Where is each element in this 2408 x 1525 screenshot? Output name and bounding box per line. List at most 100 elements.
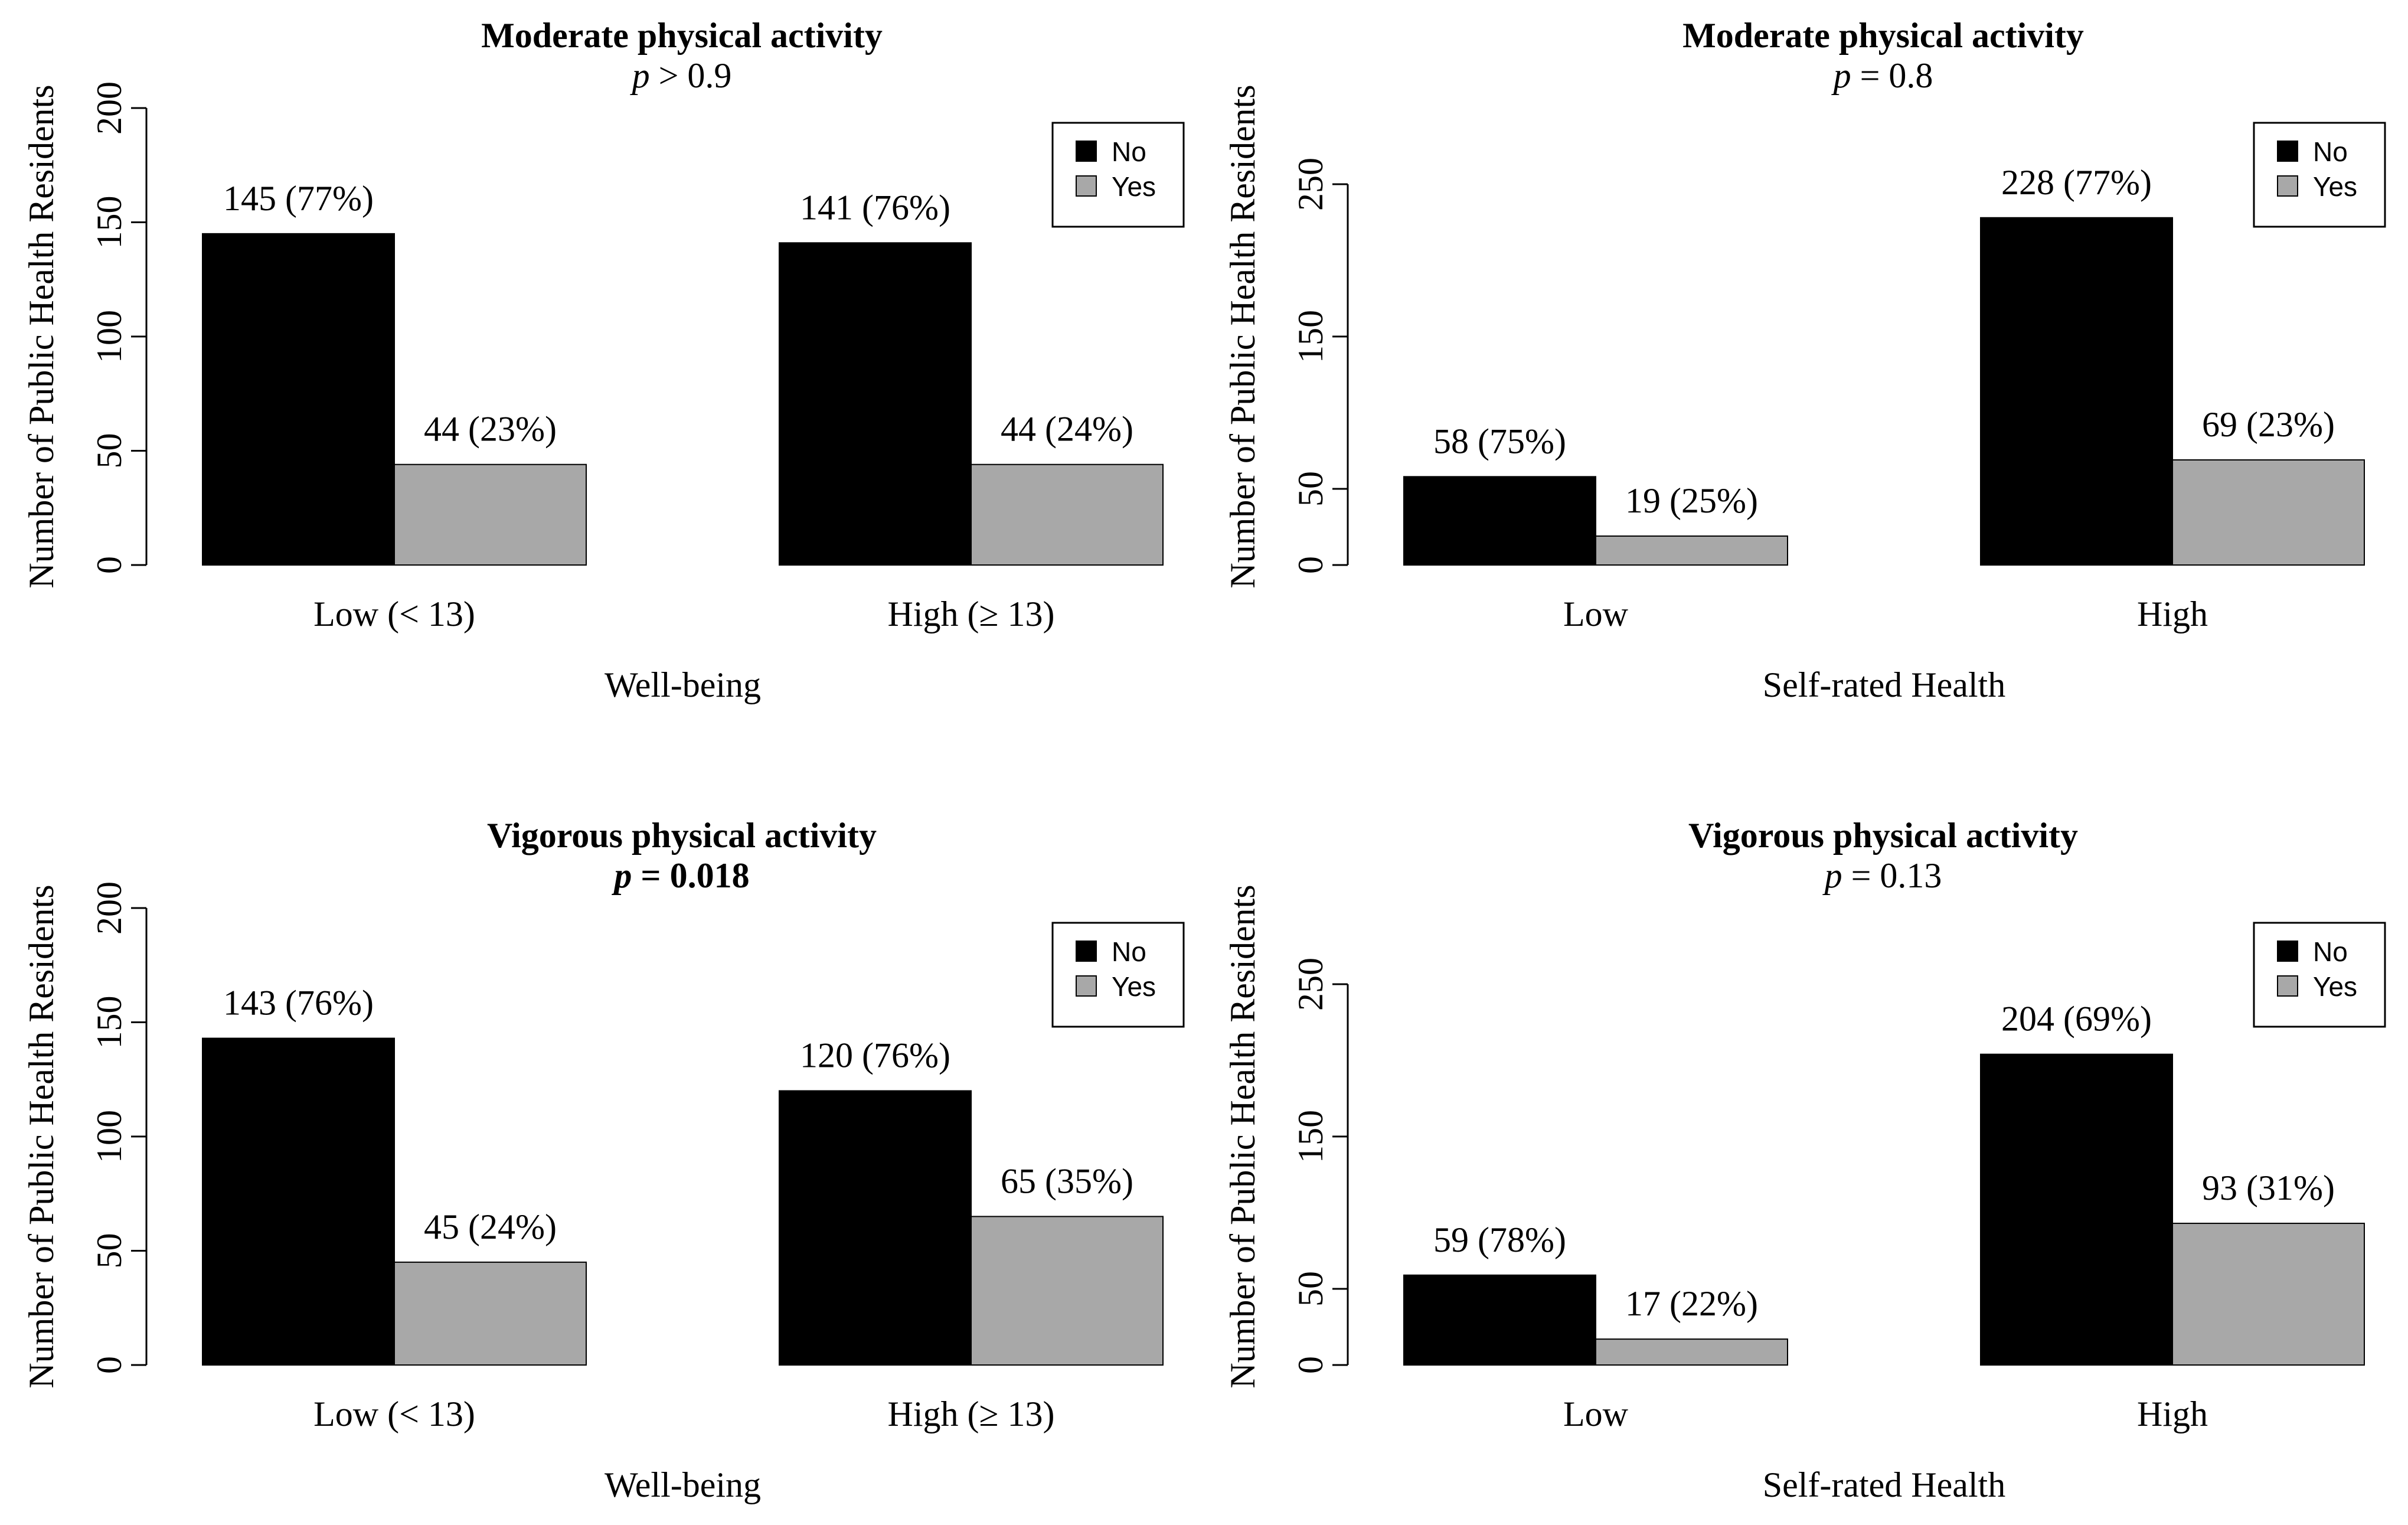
- legend-box: [1051, 922, 1185, 1028]
- bar-yes: [1595, 1338, 1788, 1366]
- bar-data-label: 141 (76%): [800, 188, 950, 227]
- bar-no: [1980, 217, 2173, 566]
- legend-box: [2253, 922, 2386, 1028]
- bar-yes: [2172, 1223, 2365, 1366]
- y-axis-label: Number of Public Health Residents: [22, 884, 61, 1388]
- p-value: p > 0.9: [630, 56, 732, 95]
- legend-label: Yes: [2313, 171, 2357, 202]
- chart-title: Moderate physical activity: [1682, 16, 2084, 55]
- p-symbol: p: [1831, 56, 1851, 95]
- p-value-text: = 0.8: [1860, 56, 1933, 95]
- bar-no: [1403, 476, 1596, 566]
- legend-box: [1051, 122, 1185, 228]
- p-space: [632, 856, 641, 895]
- legend-swatch-no: [1076, 941, 1097, 962]
- y-tick-label: 200: [90, 881, 129, 935]
- y-tick-label: 50: [1291, 471, 1330, 507]
- y-axis-label: Number of Public Health Residents: [1223, 884, 1262, 1388]
- p-value-text: = 0.13: [1851, 856, 1942, 895]
- bar-data-label: 17 (22%): [1625, 1284, 1758, 1323]
- bar-data-label: 228 (77%): [2001, 163, 2152, 202]
- legend-swatch-yes: [1076, 175, 1097, 197]
- legend-label: No: [1112, 936, 1146, 967]
- y-tick-label: 100: [90, 310, 129, 363]
- bar-yes: [394, 463, 587, 566]
- x-axis-label: Well-being: [605, 1465, 761, 1504]
- p-space: [650, 56, 659, 95]
- category-label: High (≥ 13): [888, 595, 1055, 633]
- bar-data-label: 145 (77%): [223, 179, 374, 218]
- p-value: p = 0.018: [611, 856, 749, 895]
- bar-no: [1403, 1274, 1596, 1366]
- bar-data-label: 120 (76%): [800, 1036, 950, 1075]
- legend-swatch-yes: [2277, 175, 2298, 197]
- legend: No Yes: [2253, 122, 2386, 228]
- category-label: Low (< 13): [313, 1395, 475, 1433]
- p-space: [1842, 856, 1851, 895]
- bar-data-label: 44 (23%): [424, 410, 557, 449]
- legend-box: [2253, 122, 2386, 228]
- legend-label: Yes: [1112, 171, 1156, 202]
- bar-yes: [394, 1261, 587, 1366]
- bar-data-label: 58 (75%): [1433, 422, 1566, 461]
- legend-swatch-yes: [1076, 975, 1097, 997]
- bar-no: [202, 233, 395, 566]
- bar-data-label: 59 (78%): [1433, 1220, 1566, 1259]
- y-tick-label: 0: [1291, 1356, 1330, 1374]
- category-label: High: [2137, 595, 2208, 633]
- category-label: Low: [1563, 1395, 1629, 1433]
- bar-data-label: 204 (69%): [2001, 1000, 2152, 1039]
- y-tick-label: 0: [90, 1356, 129, 1374]
- y-tick-label: 100: [90, 1110, 129, 1163]
- p-value-text: > 0.9: [659, 56, 732, 95]
- legend-swatch-yes: [2277, 975, 2298, 997]
- bar-yes: [2172, 459, 2365, 566]
- bar-yes: [971, 1216, 1164, 1366]
- p-value: p = 0.13: [1822, 856, 1942, 895]
- y-tick-label: 200: [90, 81, 129, 135]
- bar-no: [202, 1037, 395, 1366]
- y-tick-label: 150: [1291, 1110, 1330, 1163]
- legend: No Yes: [1051, 122, 1185, 228]
- chart-title: Vigorous physical activity: [1688, 816, 2078, 855]
- bar-data-label: 19 (25%): [1625, 481, 1758, 520]
- category-label: Low: [1563, 595, 1629, 633]
- y-axis-label: Number of Public Health Residents: [22, 84, 61, 588]
- bar-yes: [1595, 535, 1788, 566]
- y-tick-label: 0: [90, 556, 129, 574]
- y-axis-label: Number of Public Health Residents: [1223, 84, 1262, 588]
- p-value-text: = 0.018: [641, 856, 749, 895]
- legend-label: Yes: [2313, 971, 2357, 1002]
- chart-title: Vigorous physical activity: [487, 816, 877, 855]
- x-axis-label: Self-rated Health: [1763, 1465, 2005, 1504]
- legend-swatch-no: [2277, 141, 2298, 162]
- x-axis-label: Self-rated Health: [1763, 665, 2005, 704]
- y-tick-label: 250: [1291, 958, 1330, 1011]
- legend-label: Yes: [1112, 971, 1156, 1002]
- legend-label: No: [2313, 136, 2348, 167]
- bar-data-label: 44 (24%): [1001, 410, 1133, 449]
- bar-no: [779, 242, 972, 566]
- legend-swatch-no: [2277, 941, 2298, 962]
- category-label: High (≥ 13): [888, 1395, 1055, 1433]
- p-space: [1851, 56, 1860, 95]
- chart-title: Moderate physical activity: [481, 16, 883, 55]
- bar-data-label: 69 (23%): [2202, 405, 2335, 444]
- bar-yes: [971, 463, 1164, 566]
- y-tick-label: 250: [1291, 158, 1330, 211]
- legend-label: No: [2313, 936, 2348, 967]
- p-symbol: p: [1822, 856, 1842, 895]
- p-symbol: p: [630, 56, 650, 95]
- bar-no: [779, 1090, 972, 1366]
- legend: No Yes: [1051, 922, 1185, 1028]
- legend-label: No: [1112, 136, 1146, 167]
- y-tick-label: 50: [90, 433, 129, 469]
- bar-data-label: 143 (76%): [223, 984, 374, 1023]
- y-tick-label: 150: [90, 996, 129, 1049]
- y-tick-label: 50: [1291, 1271, 1330, 1307]
- p-value: p = 0.8: [1831, 56, 1933, 95]
